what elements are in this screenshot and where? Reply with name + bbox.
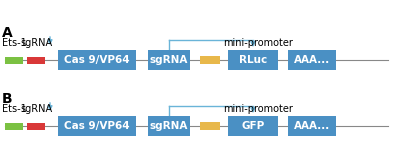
Text: mini-promoter: mini-promoter — [223, 104, 293, 114]
Text: Ets-1: Ets-1 — [2, 38, 26, 48]
FancyBboxPatch shape — [228, 50, 278, 70]
Text: B: B — [2, 92, 13, 106]
Text: Ets-1: Ets-1 — [2, 104, 26, 114]
Text: Cas 9/VP64: Cas 9/VP64 — [64, 55, 130, 65]
Text: mini-promoter: mini-promoter — [223, 38, 293, 48]
Text: sgRNA: sgRNA — [150, 121, 188, 131]
Text: Cas 9/VP64: Cas 9/VP64 — [64, 121, 130, 131]
FancyBboxPatch shape — [200, 56, 220, 64]
Text: sgRNA: sgRNA — [20, 38, 52, 48]
FancyBboxPatch shape — [5, 56, 23, 64]
FancyBboxPatch shape — [5, 122, 23, 130]
FancyBboxPatch shape — [27, 122, 45, 130]
Text: AAA...: AAA... — [294, 121, 330, 131]
FancyBboxPatch shape — [58, 116, 136, 136]
FancyBboxPatch shape — [288, 116, 336, 136]
Text: sgRNA: sgRNA — [150, 55, 188, 65]
FancyBboxPatch shape — [58, 50, 136, 70]
FancyBboxPatch shape — [200, 122, 220, 130]
FancyBboxPatch shape — [27, 56, 45, 64]
Text: RLuc: RLuc — [239, 55, 267, 65]
FancyBboxPatch shape — [228, 116, 278, 136]
Text: sgRNA: sgRNA — [20, 104, 52, 114]
Text: AAA...: AAA... — [294, 55, 330, 65]
FancyBboxPatch shape — [148, 50, 190, 70]
Text: GFP: GFP — [241, 121, 265, 131]
FancyBboxPatch shape — [288, 50, 336, 70]
FancyBboxPatch shape — [148, 116, 190, 136]
Text: A: A — [2, 26, 13, 40]
